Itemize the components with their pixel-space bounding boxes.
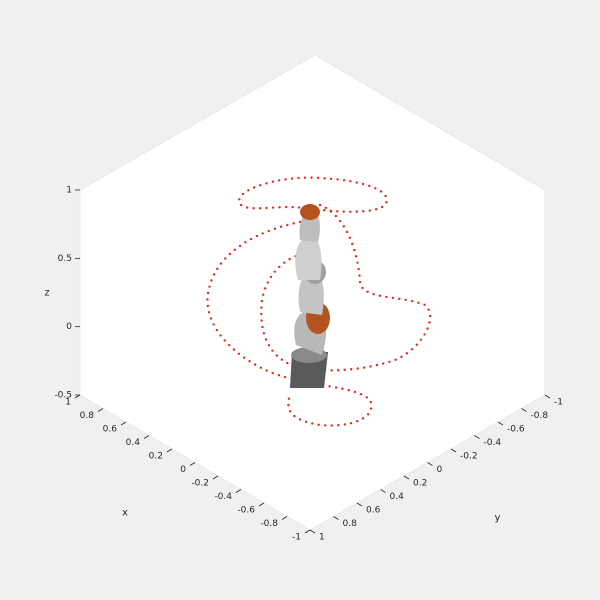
robot-flange — [300, 204, 320, 220]
x-tick-label: -0.4 — [214, 492, 232, 502]
y-tick — [521, 408, 527, 412]
robot-link-3 — [295, 235, 322, 280]
y-tick — [544, 394, 551, 399]
y-tick — [497, 421, 504, 426]
x-tick-label: -0.8 — [260, 519, 278, 529]
x-tick-label: 0.6 — [103, 425, 118, 435]
x-tick-label: -1 — [292, 533, 301, 543]
x-tick-label: -0.6 — [237, 506, 255, 516]
x-tick-label: 0 — [180, 465, 186, 475]
y-tick-label: 1 — [319, 533, 325, 543]
z-tick-label: 0 — [66, 322, 72, 332]
y-tick-label: 0.6 — [366, 506, 381, 516]
x-tick-label: -0.2 — [191, 479, 209, 489]
x-tick — [189, 462, 196, 466]
x-tick — [212, 475, 219, 480]
y-tick-label: 0.4 — [390, 492, 405, 502]
y-tick — [380, 489, 386, 493]
x-axis-label: x — [122, 508, 128, 519]
y-tick — [427, 462, 433, 466]
x-tick — [166, 448, 173, 453]
y-tick-label: 0.8 — [343, 519, 358, 529]
x-tick — [97, 408, 104, 412]
y-tick — [403, 475, 410, 480]
y-tick — [450, 448, 457, 453]
z-tick-label: -0.5 — [54, 391, 72, 401]
z-tick-label: 1 — [66, 186, 72, 196]
y-axis-label: y — [495, 513, 501, 524]
x-tick — [235, 489, 242, 493]
x-tick — [281, 516, 288, 520]
robot — [290, 204, 330, 388]
y-tick-label: -0.6 — [507, 425, 525, 435]
z-axis-label: z — [44, 288, 49, 299]
x-tick — [258, 502, 265, 507]
trajectory-middle — [260, 203, 432, 372]
x-tick-label: 0.4 — [126, 438, 141, 448]
x-tick-label: 0.8 — [80, 411, 95, 421]
x-tick — [74, 394, 81, 399]
y-tick — [333, 516, 339, 520]
y-tick-label: -0.2 — [460, 452, 478, 462]
x-tick-label: 1 — [65, 398, 71, 408]
trajectory-top — [237, 176, 388, 214]
y-tick-label: -0.4 — [484, 438, 502, 448]
y-tick-label: 0.2 — [413, 479, 427, 489]
y-tick — [474, 435, 480, 439]
x-tick — [120, 421, 127, 426]
x-tick — [143, 435, 150, 439]
z-tick-label: 0.5 — [58, 254, 72, 264]
y-tick-label: -1 — [554, 398, 563, 408]
x-tick — [304, 529, 311, 534]
y-tick — [356, 502, 363, 507]
y-tick-label: 0 — [437, 465, 443, 475]
y-tick — [309, 529, 316, 534]
x-tick-label: 0.2 — [149, 452, 163, 462]
y-tick-label: -0.8 — [531, 411, 549, 421]
